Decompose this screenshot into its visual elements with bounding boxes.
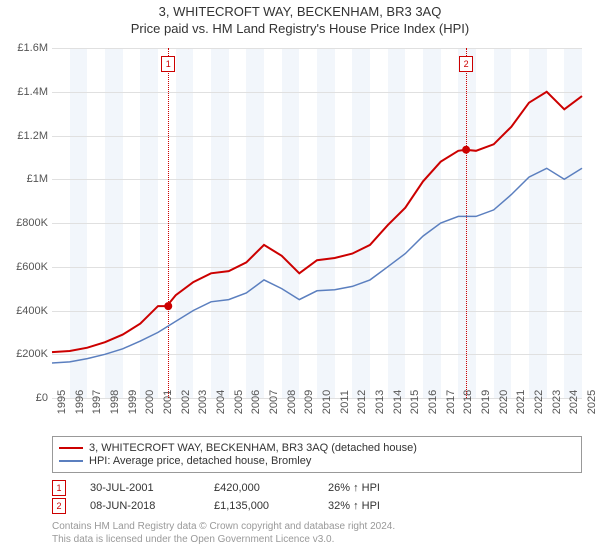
title-main: 3, WHITECROFT WAY, BECKENHAM, BR3 3AQ [0,4,600,19]
title-sub: Price paid vs. HM Land Registry's House … [0,21,600,36]
y-tick-label: £600K [16,261,48,273]
y-tick-label: £1M [27,173,48,185]
sale-point-dot [164,302,172,310]
footer-line: Contains HM Land Registry data © Crown c… [52,520,582,533]
sale-row: 2 08-JUN-2018 £1,135,000 32% ↑ HPI [52,498,582,514]
sale-price: £420,000 [214,482,304,494]
series-line-property [52,92,582,352]
title-block: 3, WHITECROFT WAY, BECKENHAM, BR3 3AQ Pr… [0,0,600,36]
legend-swatch-property [59,447,83,449]
legend-row: 3, WHITECROFT WAY, BECKENHAM, BR3 3AQ (d… [59,442,575,454]
sale-marker-icon: 1 [52,480,66,496]
y-tick-label: £400K [16,305,48,317]
y-tick-label: £800K [16,217,48,229]
y-tick-label: £0 [36,392,48,404]
sale-pct: 32% ↑ HPI [328,500,418,512]
x-tick-label: 2025 [586,390,598,414]
chart-container: 3, WHITECROFT WAY, BECKENHAM, BR3 3AQ Pr… [0,0,600,560]
y-tick-label: £1.2M [17,130,48,142]
legend-label: HPI: Average price, detached house, Brom… [89,455,311,467]
sale-date: 30-JUL-2001 [90,482,190,494]
sale-marker-icon: 2 [52,498,66,514]
y-tick-label: £1.4M [17,86,48,98]
sales-block: 1 30-JUL-2001 £420,000 26% ↑ HPI 2 08-JU… [52,478,582,516]
footer-line: This data is licensed under the Open Gov… [52,533,582,546]
footer-note: Contains HM Land Registry data © Crown c… [52,520,582,546]
legend-box: 3, WHITECROFT WAY, BECKENHAM, BR3 3AQ (d… [52,436,582,473]
series-line-hpi [52,168,582,363]
y-tick-label: £200K [16,348,48,360]
chart-plot-area: £0£200K£400K£600K£800K£1M£1.2M£1.4M£1.6M… [52,48,582,398]
sale-point-dot [462,146,470,154]
sale-date: 08-JUN-2018 [90,500,190,512]
legend-row: HPI: Average price, detached house, Brom… [59,455,575,467]
sale-price: £1,135,000 [214,500,304,512]
y-tick-label: £1.6M [17,42,48,54]
sale-row: 1 30-JUL-2001 £420,000 26% ↑ HPI [52,480,582,496]
legend-swatch-hpi [59,460,83,462]
legend-label: 3, WHITECROFT WAY, BECKENHAM, BR3 3AQ (d… [89,442,417,454]
sale-pct: 26% ↑ HPI [328,482,418,494]
chart-lines-svg [52,48,582,398]
